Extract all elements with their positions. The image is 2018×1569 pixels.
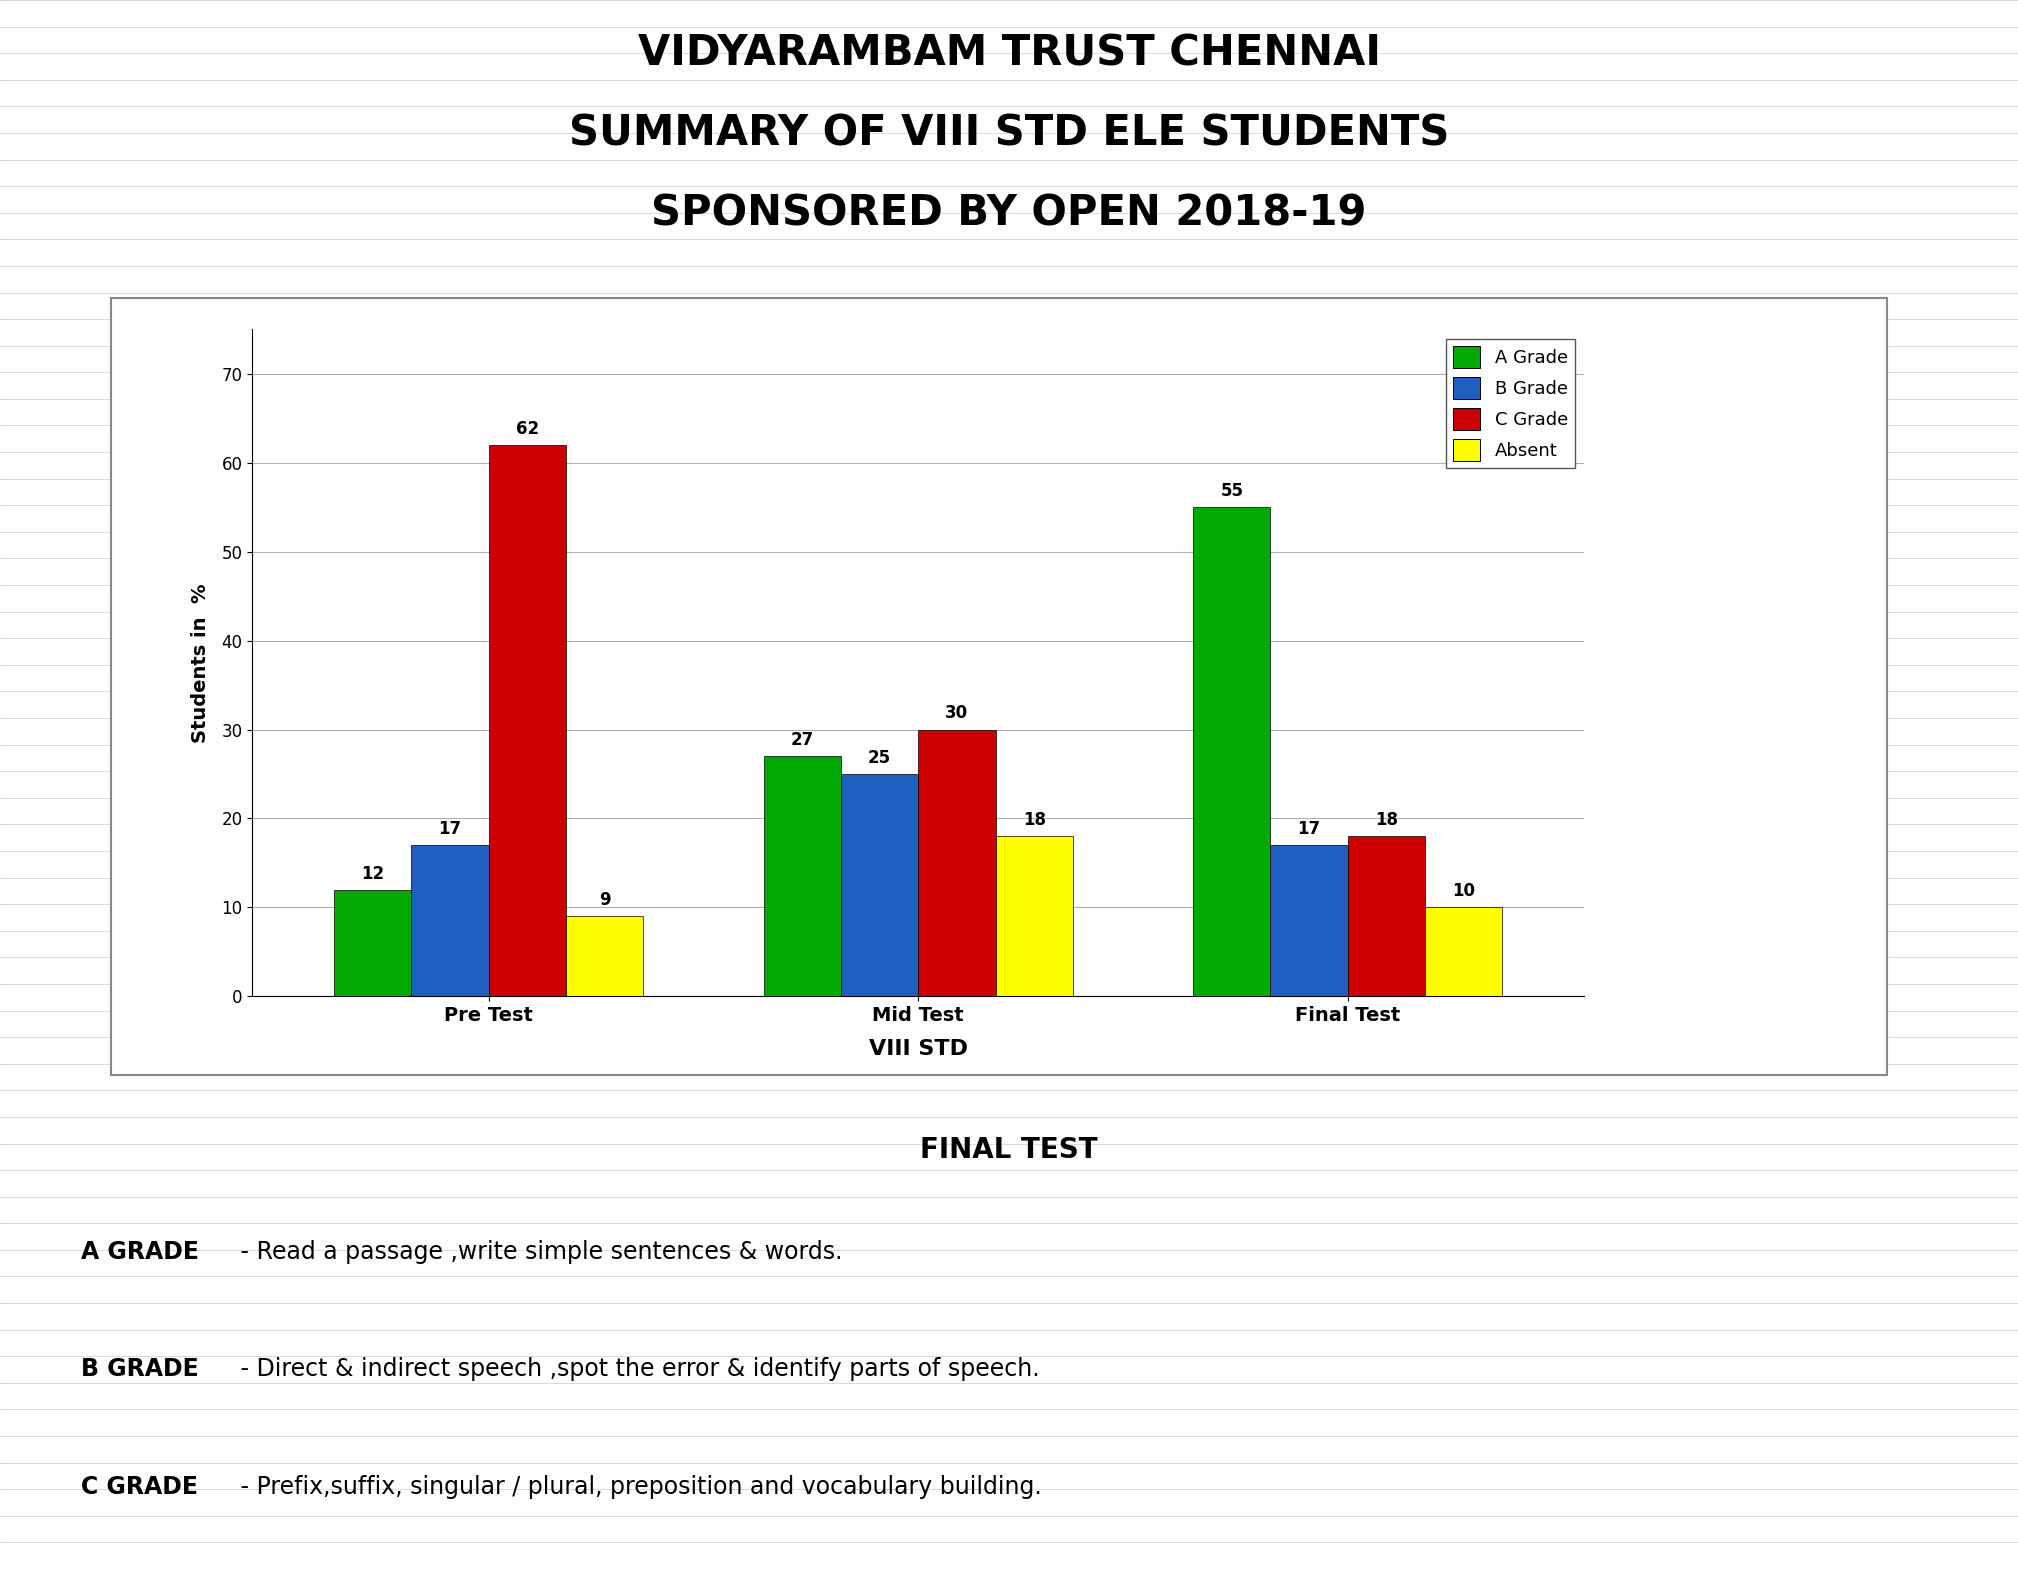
Text: - Direct & indirect speech ,spot the error & identify parts of speech.: - Direct & indirect speech ,spot the err… (234, 1357, 1039, 1381)
Text: 62: 62 (517, 420, 539, 438)
Text: C GRADE: C GRADE (81, 1475, 198, 1498)
Text: 18: 18 (1374, 811, 1398, 828)
Bar (763, 756, 842, 996)
Bar (995, 836, 1074, 996)
Legend: A Grade, B Grade, C Grade, Absent: A Grade, B Grade, C Grade, Absent (1445, 339, 1576, 468)
Text: 18: 18 (1023, 811, 1045, 828)
Text: SPONSORED BY OPEN 2018-19: SPONSORED BY OPEN 2018-19 (652, 193, 1366, 234)
Bar (412, 846, 488, 996)
Bar (488, 446, 565, 996)
Text: FINAL TEST: FINAL TEST (920, 1136, 1098, 1164)
Text: 12: 12 (361, 865, 383, 882)
Text: A GRADE: A GRADE (81, 1240, 198, 1263)
Text: 30: 30 (944, 704, 969, 722)
Text: 10: 10 (1453, 882, 1475, 901)
Bar (918, 730, 995, 996)
Bar (842, 774, 918, 996)
Text: 9: 9 (599, 891, 609, 908)
Bar (1348, 836, 1425, 996)
Text: SUMMARY OF VIII STD ELE STUDENTS: SUMMARY OF VIII STD ELE STUDENTS (569, 113, 1449, 154)
Text: 25: 25 (868, 748, 892, 767)
Y-axis label: Students in  %: Students in % (192, 584, 210, 742)
Text: B GRADE: B GRADE (81, 1357, 198, 1381)
Text: VIDYARAMBAM TRUST CHENNAI: VIDYARAMBAM TRUST CHENNAI (638, 33, 1380, 74)
Bar (565, 916, 644, 996)
Bar (1193, 507, 1271, 996)
Text: - Prefix,suffix, singular / plural, preposition and vocabulary building.: - Prefix,suffix, singular / plural, prep… (234, 1475, 1041, 1498)
Text: 27: 27 (791, 731, 813, 748)
Text: 17: 17 (438, 821, 462, 838)
Text: 55: 55 (1221, 482, 1243, 501)
Bar (333, 890, 412, 996)
X-axis label: VIII STD: VIII STD (868, 1039, 969, 1059)
Text: 17: 17 (1298, 821, 1320, 838)
Text: - Read a passage ,write simple sentences & words.: - Read a passage ,write simple sentences… (234, 1240, 844, 1263)
Bar (1425, 907, 1503, 996)
Bar (1271, 846, 1348, 996)
